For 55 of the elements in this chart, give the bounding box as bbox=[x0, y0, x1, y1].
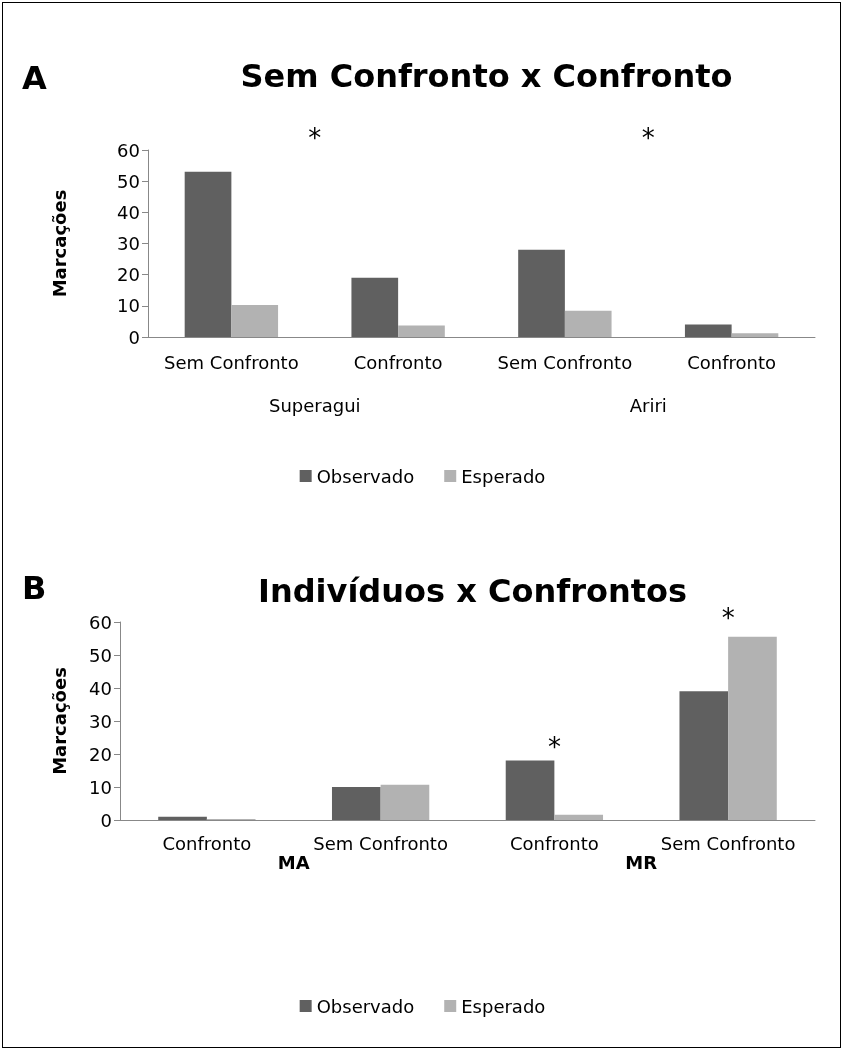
y-tick-label: 60 bbox=[89, 611, 112, 633]
legend-label: Esperado bbox=[461, 465, 546, 487]
text: Ariri bbox=[629, 394, 667, 416]
legend-label: Esperado bbox=[461, 995, 546, 1017]
x-tick-label: Confronto bbox=[509, 832, 599, 854]
annotation: * bbox=[721, 603, 735, 634]
legend-label: Observado bbox=[316, 465, 415, 487]
bar bbox=[351, 277, 399, 337]
y-tick-label: 50 bbox=[89, 644, 112, 666]
y-tick-label: 50 bbox=[117, 170, 140, 192]
chart-title: Sem Confronto x Confronto bbox=[240, 57, 733, 95]
y-tick-label: 40 bbox=[117, 201, 140, 223]
x-tick-label: Confronto bbox=[353, 351, 443, 373]
bar bbox=[564, 310, 612, 337]
bar bbox=[331, 787, 381, 820]
bar bbox=[554, 814, 604, 820]
y-tick-label: 40 bbox=[89, 677, 112, 699]
x-tick-label: Sem Confronto bbox=[313, 832, 448, 854]
y-tick-label: 0 bbox=[128, 326, 140, 348]
x-tick-label: Confronto bbox=[687, 351, 777, 373]
bar bbox=[231, 304, 279, 337]
x-tick-label: Sem Confronto bbox=[660, 832, 796, 854]
text: B bbox=[22, 569, 47, 607]
y-axis-title: Marcações bbox=[48, 667, 70, 775]
y-tick-label: 20 bbox=[89, 743, 112, 765]
annotation: * bbox=[547, 731, 561, 762]
bar bbox=[518, 249, 565, 337]
x-tick-label: Sem Confronto bbox=[164, 351, 299, 373]
y-tick-label: 10 bbox=[117, 295, 140, 317]
y-axis-title: Marcações bbox=[48, 189, 70, 298]
y-tick-label: 30 bbox=[117, 233, 140, 254]
chart-title: Indivíduos x Confrontos bbox=[257, 572, 688, 610]
legend-label: Observado bbox=[316, 995, 415, 1017]
bar bbox=[684, 324, 732, 337]
bar bbox=[731, 333, 779, 337]
bar bbox=[158, 816, 207, 820]
bar bbox=[398, 325, 445, 337]
text: Superagui bbox=[268, 394, 361, 416]
text: MA bbox=[277, 851, 310, 873]
y-tick-label: 10 bbox=[89, 776, 112, 798]
bar bbox=[184, 171, 232, 337]
annotation: * bbox=[641, 123, 655, 153]
bar bbox=[505, 760, 555, 820]
y-tick-label: 0 bbox=[100, 809, 112, 831]
bar bbox=[679, 691, 729, 820]
annotation: * bbox=[308, 123, 322, 153]
y-tick-label: 60 bbox=[117, 139, 140, 161]
text: A bbox=[22, 59, 47, 97]
x-tick-label: Sem Confronto bbox=[497, 351, 633, 373]
y-tick-label: 20 bbox=[117, 264, 140, 286]
x-tick-label: Confronto bbox=[162, 832, 252, 854]
text: MR bbox=[625, 851, 658, 873]
y-tick-label: 30 bbox=[89, 710, 112, 732]
bar bbox=[728, 636, 777, 820]
bar bbox=[380, 784, 430, 820]
